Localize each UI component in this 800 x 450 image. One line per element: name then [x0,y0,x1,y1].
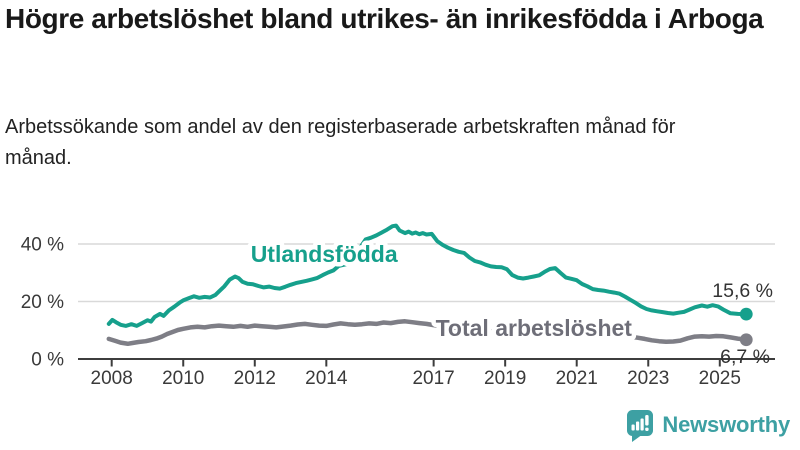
brand-name: Newsworthy [662,412,790,437]
x-axis-tick-label: 2008 [91,368,133,389]
x-axis-tick-label: 2025 [699,368,741,389]
series-end-value-label-1: 6,7 % [720,346,770,368]
series-end-dot-0 [739,307,753,321]
x-axis-tick-label: 2021 [556,368,598,389]
y-axis-tick-label: 0 % [31,350,64,371]
y-axis-tick-label: 20 % [21,292,64,313]
newsworthy-logo: Newsworthy [625,408,790,442]
series-label-0: Utlandsfödda [251,241,398,267]
x-axis-tick-label: 2019 [484,368,526,389]
series-line-0 [106,223,749,328]
bar-chart-speech-bubble-icon [627,410,654,442]
series-end-dot-1 [739,333,753,347]
x-axis-tick-label: 2010 [162,368,204,389]
x-axis-tick-label: 2012 [234,368,276,389]
series-line-1 [106,319,749,347]
x-axis-tick-label: 2017 [412,368,454,389]
x-axis-tick-label: 2014 [305,368,348,389]
x-axis-tick-label: 2023 [627,368,669,389]
page-subtitle: Arbetssökande som andel av den registerb… [5,116,676,169]
series-label-1: Total arbetslöshet [436,315,633,341]
y-axis-tick-label: 40 % [21,235,64,256]
page-title: Högre arbetslöshet bland utrikes- än inr… [5,3,764,34]
series-end-value-label-0: 15,6 % [712,280,773,302]
